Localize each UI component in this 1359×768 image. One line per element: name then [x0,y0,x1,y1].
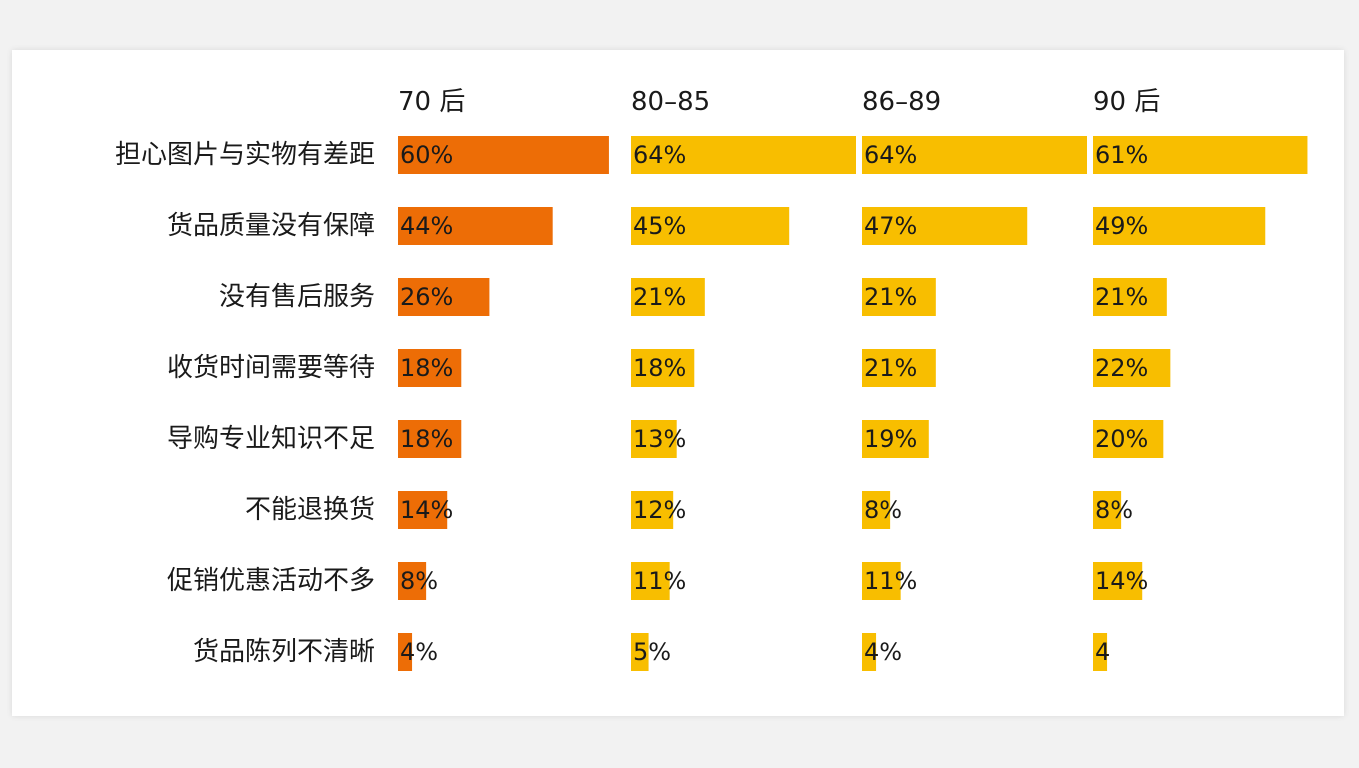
value-label-s3-c3: 22% [1095,354,1148,382]
category-label-0: 担心图片与实物有差距 [115,140,375,170]
bar-s0-c7 [398,633,413,671]
bar-s3-c3 [1093,349,1171,387]
category-label-1: 货品质量没有保障 [167,211,375,241]
bar-s3-c7 [1093,633,1108,671]
value-label-s3-c0: 61% [1095,141,1148,169]
value-label-s1-c4: 13% [633,425,686,453]
value-label-s2-c4: 19% [864,425,917,453]
bar-s0-c3 [398,349,462,387]
bar-s1-c1 [631,207,790,245]
bar-s2-c7 [862,633,877,671]
value-label-s1-c7: 5% [633,638,671,666]
bar-s2-c5 [862,491,891,529]
bar-s0-c6 [398,562,427,600]
bar-s3-c6 [1093,562,1143,600]
bar-s0-c1 [398,207,553,245]
value-label-s0-c2: 26% [400,283,453,311]
value-label-s2-c3: 21% [864,354,917,382]
bar-s0-c5 [398,491,448,529]
value-label-s0-c6: 8% [400,567,438,595]
bar-s3-c5 [1093,491,1122,529]
bar-s1-c4 [631,420,677,458]
bar-s1-c5 [631,491,674,529]
bar-s1-c0 [631,136,856,174]
category-label-4: 导购专业知识不足 [167,424,375,454]
value-label-s0-c4: 18% [400,425,453,453]
bar-s1-c7 [631,633,649,671]
value-label-s3-c5: 8% [1095,496,1133,524]
bar-s0-c0 [398,136,609,174]
value-label-s3-c4: 20% [1095,425,1148,453]
value-label-s3-c2: 21% [1095,283,1148,311]
bar-s1-c6 [631,562,670,600]
category-label-6: 促销优惠活动不多 [167,566,375,596]
bar-s0-c2 [398,278,490,316]
category-label-2: 没有售后服务 [219,282,375,312]
value-label-s2-c1: 47% [864,212,917,240]
bar-s2-c2 [862,278,936,316]
series-header-2: 86–89 [862,87,941,117]
value-label-s1-c0: 64% [633,141,686,169]
value-label-s1-c6: 11% [633,567,686,595]
value-label-s1-c5: 12% [633,496,686,524]
value-label-s0-c0: 60% [400,141,453,169]
bar-s0-c4 [398,420,462,458]
series-header-1: 80–85 [631,87,710,117]
value-label-s2-c6: 11% [864,567,917,595]
value-label-s1-c1: 45% [633,212,686,240]
series-header-0: 70 后 [398,87,465,117]
value-label-s3-c1: 49% [1095,212,1148,240]
series-header-3: 90 后 [1093,87,1160,117]
bar-s3-c4 [1093,420,1164,458]
value-label-s2-c7: 4% [864,638,902,666]
value-label-s0-c7: 4% [400,638,438,666]
bar-s2-c4 [862,420,929,458]
value-label-s2-c2: 21% [864,283,917,311]
value-label-s2-c5: 8% [864,496,902,524]
value-label-s2-c0: 64% [864,141,917,169]
value-label-s1-c3: 18% [633,354,686,382]
value-label-s3-c7: 4 [1095,638,1110,666]
value-label-s0-c1: 44% [400,212,453,240]
value-label-s1-c2: 21% [633,283,686,311]
bar-s3-c2 [1093,278,1167,316]
value-label-s0-c3: 18% [400,354,453,382]
bar-s2-c1 [862,207,1028,245]
bar-s3-c0 [1093,136,1308,174]
bar-s1-c2 [631,278,705,316]
category-label-7: 货品陈列不清晰 [193,637,375,667]
value-label-s3-c6: 14% [1095,567,1148,595]
category-label-5: 不能退换货 [245,495,375,525]
bar-s3-c1 [1093,207,1266,245]
bar-s2-c3 [862,349,936,387]
bar-s2-c0 [862,136,1087,174]
value-label-s0-c5: 14% [400,496,453,524]
bar-s1-c3 [631,349,695,387]
category-label-3: 收货时间需要等待 [167,353,375,383]
bar-s2-c6 [862,562,901,600]
